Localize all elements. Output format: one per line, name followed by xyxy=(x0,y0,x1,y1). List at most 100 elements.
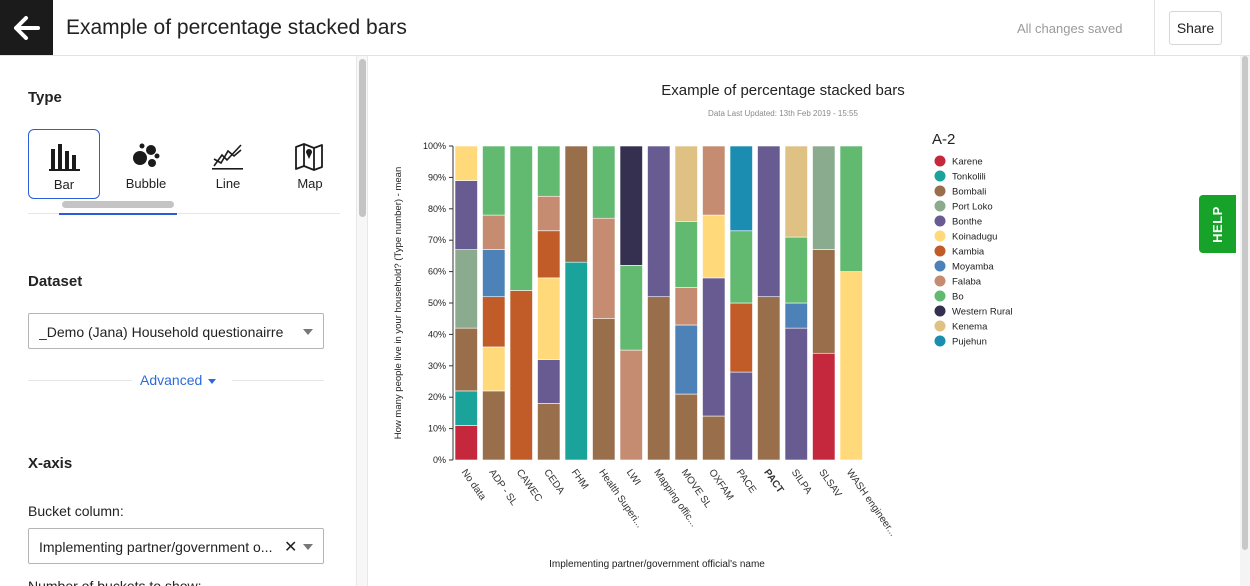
bar-segment[interactable] xyxy=(537,277,561,360)
type-tab-bar[interactable]: Bar xyxy=(28,129,100,199)
config-panel-scrollbar[interactable] xyxy=(356,56,368,586)
bar-segment[interactable] xyxy=(674,287,698,326)
bar-segment[interactable] xyxy=(729,145,753,232)
bar-segment[interactable] xyxy=(509,290,533,461)
legend-item[interactable]: Bo xyxy=(952,292,964,303)
bar-segment[interactable] xyxy=(729,230,753,304)
bar-segment[interactable] xyxy=(702,415,726,461)
legend: Karene Tonkolili Bombali Port Loko Bonthe Koi… xyxy=(934,155,1013,348)
bar-segment[interactable] xyxy=(592,217,616,320)
bar-segment[interactable] xyxy=(812,145,836,250)
bar-segment[interactable] xyxy=(454,390,478,426)
bar-segment[interactable] xyxy=(537,403,561,461)
bar-segment[interactable] xyxy=(564,145,588,263)
bar-segment[interactable] xyxy=(729,371,753,461)
share-button[interactable]: Share xyxy=(1169,11,1222,45)
dataset-section-title: Dataset xyxy=(28,273,83,290)
bar-segment[interactable] xyxy=(482,214,506,250)
page-scrollbar[interactable] xyxy=(1240,56,1250,586)
legend-item[interactable]: Port Loko xyxy=(952,202,993,213)
bar-segment[interactable] xyxy=(702,277,726,417)
legend-item[interactable]: Moyamba xyxy=(952,262,994,273)
bar-segment[interactable] xyxy=(454,327,478,392)
bar-segment[interactable] xyxy=(482,145,506,216)
bar-segment[interactable] xyxy=(619,265,643,351)
bar-segment[interactable] xyxy=(454,425,478,461)
bar-segment[interactable] xyxy=(482,390,506,461)
bar-segment[interactable] xyxy=(784,302,808,329)
bar-segment[interactable] xyxy=(647,145,671,298)
bar-segment[interactable] xyxy=(647,296,671,461)
bar-segment[interactable] xyxy=(537,145,561,197)
bar-segment[interactable] xyxy=(592,318,616,461)
x-tick-label: LWI xyxy=(624,467,643,487)
legend-item[interactable]: Bombali xyxy=(952,187,986,198)
legend-swatch xyxy=(934,320,946,332)
legend-item[interactable]: Tonkolili xyxy=(952,172,986,183)
bar-segment[interactable] xyxy=(482,346,506,392)
bar-segment[interactable] xyxy=(454,180,478,250)
chevron-down-icon xyxy=(303,329,313,335)
scrollbar-thumb[interactable] xyxy=(1242,56,1248,550)
page-title[interactable]: Example of percentage stacked bars xyxy=(66,16,407,39)
bar-segment[interactable] xyxy=(454,145,478,181)
help-button[interactable]: HELP xyxy=(1199,195,1236,253)
bar-segment[interactable] xyxy=(509,145,533,291)
legend-item[interactable]: Kambia xyxy=(952,247,985,258)
legend-item[interactable]: Pujehun xyxy=(952,337,987,348)
bar-segment[interactable] xyxy=(812,249,836,354)
chart-title: Example of percentage stacked bars xyxy=(661,82,904,99)
legend-swatch xyxy=(934,200,946,212)
save-status: All changes saved xyxy=(1017,21,1123,36)
legend-item[interactable]: Falaba xyxy=(952,277,982,288)
plot-area: 0% 10% 20% 30% 40% 50% 60% 70% 80% 90% 100% No data… xyxy=(423,141,898,539)
bar-segment[interactable] xyxy=(537,359,561,404)
type-tab-line[interactable]: Line xyxy=(192,129,264,199)
bar-segment[interactable] xyxy=(564,261,588,461)
bucket-column-select[interactable]: Implementing partner/government o... ✕ xyxy=(28,528,324,564)
chart-subtitle: Data Last Updated: 13th Feb 2019 - 15:55 xyxy=(708,109,858,118)
bar-segment[interactable] xyxy=(537,195,561,232)
bar-segment[interactable] xyxy=(702,214,726,279)
bar-segment[interactable] xyxy=(482,296,506,348)
bar-segment[interactable] xyxy=(784,145,808,238)
bar-segment[interactable] xyxy=(702,145,726,216)
legend-swatch xyxy=(934,260,946,272)
clear-icon[interactable]: ✕ xyxy=(284,539,298,556)
bar-segment[interactable] xyxy=(454,249,478,329)
bucket-column-label: Bucket column: xyxy=(28,503,124,519)
bar-segment[interactable] xyxy=(674,393,698,461)
dataset-select[interactable]: _Demo (Jana) Household questionairre xyxy=(28,313,324,349)
legend-item[interactable]: Karene xyxy=(952,157,983,168)
bar-segment[interactable] xyxy=(839,145,863,272)
x-tick-label: OXFAM xyxy=(706,467,735,502)
legend-item[interactable]: Koinadugu xyxy=(952,232,997,243)
legend-item[interactable]: Bonthe xyxy=(952,217,982,228)
type-tab-bubble[interactable]: Bubble xyxy=(110,129,182,199)
legend-swatch xyxy=(934,335,946,347)
bar-segment[interactable] xyxy=(757,296,781,461)
x-tick-label: CAWEC xyxy=(514,467,544,504)
bar-segment[interactable] xyxy=(619,349,643,461)
bar-segment[interactable] xyxy=(812,352,836,461)
bar-segment[interactable] xyxy=(482,249,506,298)
advanced-toggle[interactable]: Advanced xyxy=(140,372,217,388)
type-tab-map[interactable]: Map xyxy=(274,129,346,199)
bar-segment[interactable] xyxy=(592,145,616,219)
bar-segment[interactable] xyxy=(784,236,808,304)
tabs-divider xyxy=(28,213,340,214)
bar-segment[interactable] xyxy=(674,221,698,288)
bar-segment[interactable] xyxy=(784,327,808,461)
bar-segment[interactable] xyxy=(674,324,698,395)
bar-segment[interactable] xyxy=(729,302,753,373)
bar-segment[interactable] xyxy=(757,145,781,298)
bar-segment[interactable] xyxy=(674,145,698,222)
back-button[interactable] xyxy=(0,0,53,55)
scrollbar-thumb[interactable] xyxy=(359,59,366,217)
bar-segment[interactable] xyxy=(619,145,643,266)
bar-segment[interactable] xyxy=(839,271,863,461)
legend-item[interactable]: Western Rural xyxy=(952,307,1013,318)
bar-segment[interactable] xyxy=(537,230,561,279)
legend-item[interactable]: Kenema xyxy=(952,322,988,333)
tabs-scrollbar[interactable] xyxy=(62,201,174,208)
